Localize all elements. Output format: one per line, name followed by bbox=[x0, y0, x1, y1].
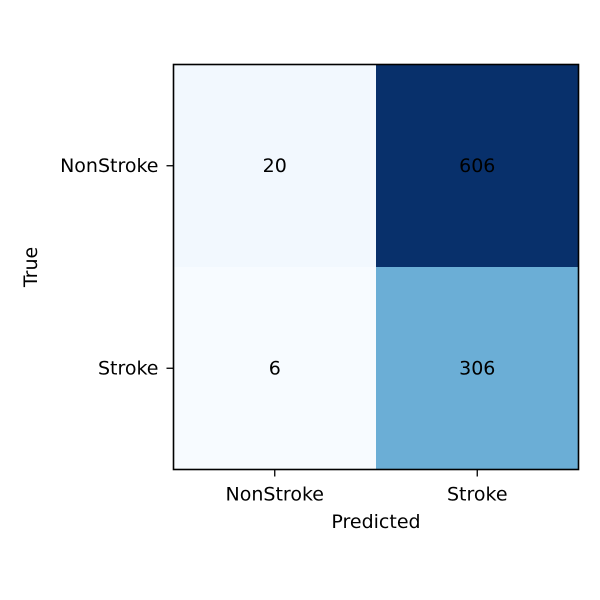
heatmap-cell-row-stroke-col-nonstroke bbox=[173, 267, 377, 470]
cell-value-label: 6 bbox=[269, 357, 281, 379]
x-axis-ticks: NonStroke Stroke bbox=[226, 469, 508, 506]
y-tick-label: Stroke bbox=[98, 357, 159, 379]
cell-value-label: 606 bbox=[459, 155, 495, 177]
cell-value-label: 306 bbox=[459, 357, 495, 379]
heatmap-cell-row-stroke-col-stroke bbox=[376, 267, 579, 470]
cell-value-label: 20 bbox=[263, 155, 287, 177]
y-axis-label: True bbox=[20, 247, 42, 288]
x-axis-label: Predicted bbox=[331, 511, 420, 533]
y-tick-label: NonStroke bbox=[60, 155, 158, 177]
matrix-cell-labels: 20 606 6 306 bbox=[263, 155, 496, 380]
x-tick-label: Stroke bbox=[447, 484, 508, 506]
plot-frame bbox=[172, 63, 580, 471]
heatmap-cell-row-nonstroke-col-nonstroke bbox=[173, 64, 377, 268]
y-axis-ticks: NonStroke Stroke bbox=[60, 155, 174, 379]
x-tick-label: NonStroke bbox=[226, 484, 324, 506]
matrix-cells bbox=[173, 64, 579, 470]
heatmap-cell-row-nonstroke-col-stroke bbox=[376, 64, 579, 268]
